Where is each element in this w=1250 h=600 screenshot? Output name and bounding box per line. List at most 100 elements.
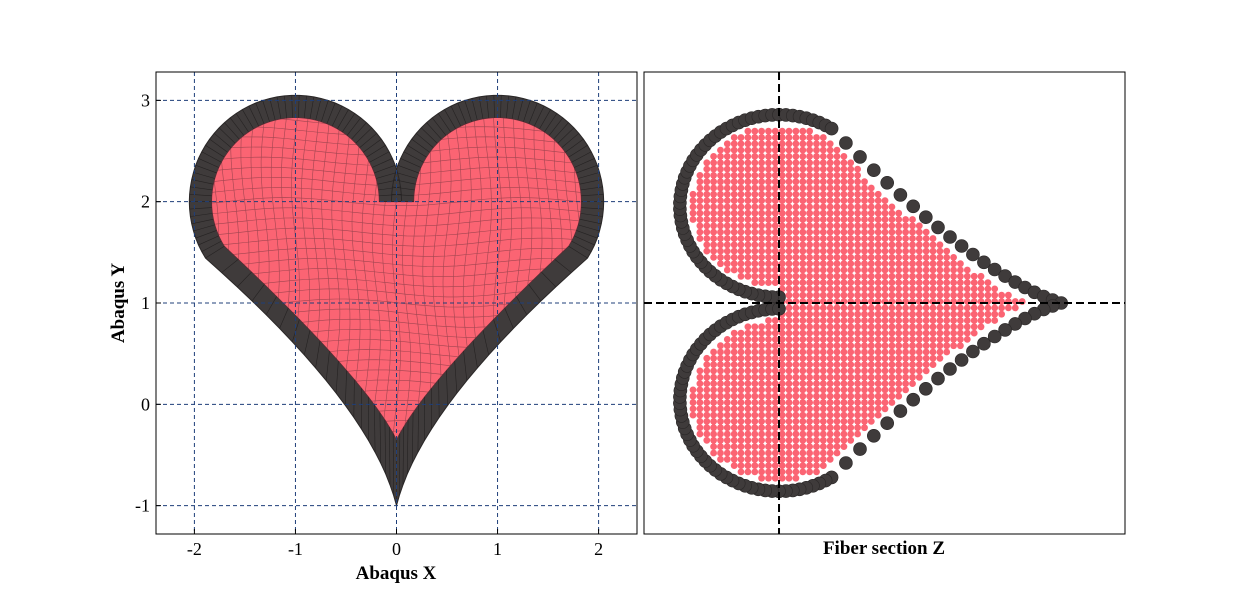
core-fiber — [819, 291, 827, 299]
core-fiber — [717, 241, 724, 249]
core-fiber — [792, 203, 800, 211]
core-fiber — [765, 424, 772, 432]
core-fiber — [819, 172, 827, 179]
core-fiber — [813, 430, 820, 438]
tube-mesh-line — [209, 138, 228, 153]
core-fiber — [744, 462, 752, 469]
core-fiber — [963, 304, 971, 312]
core-fiber — [785, 430, 793, 438]
core-fiber — [737, 134, 745, 141]
tube-mesh-line — [416, 133, 434, 148]
core-fiber — [806, 228, 813, 236]
core-fiber — [881, 323, 889, 331]
core-fiber — [785, 474, 793, 482]
core-fiber — [751, 165, 759, 173]
core-fiber — [929, 279, 937, 286]
core-fiber — [737, 140, 745, 148]
tube-mesh-line — [534, 105, 545, 127]
core-fiber — [730, 424, 738, 432]
core-fiber — [881, 304, 889, 312]
core-fiber — [758, 367, 765, 375]
core-fiber — [819, 329, 827, 337]
core-fiber — [840, 304, 848, 312]
mesh-line-vertical — [291, 117, 300, 440]
core-fiber — [730, 367, 738, 375]
core-fiber — [723, 260, 731, 268]
core-fiber — [895, 279, 903, 286]
core-fiber — [977, 323, 985, 331]
core-fiber — [730, 336, 738, 343]
core-fiber — [744, 436, 752, 444]
core-fiber — [819, 285, 827, 293]
core-fiber — [778, 424, 786, 432]
tube-mesh-line — [291, 95, 293, 118]
core-fiber — [833, 235, 841, 242]
core-fiber — [792, 323, 800, 331]
core-fiber — [778, 178, 786, 186]
core-fiber — [840, 279, 848, 286]
core-fiber — [737, 443, 745, 450]
tube-mesh-line — [198, 235, 219, 246]
core-fiber — [888, 317, 896, 324]
core-fiber — [881, 367, 889, 375]
core-fiber — [771, 329, 779, 337]
core-fiber — [819, 462, 827, 469]
core-fiber — [751, 449, 759, 457]
core-fiber — [819, 266, 827, 274]
core-fiber — [778, 279, 786, 286]
mesh-line-vertical — [311, 117, 321, 440]
x-tick-label: 1 — [493, 539, 502, 559]
core-fiber — [737, 468, 745, 476]
core-fiber — [717, 367, 724, 375]
tube-mesh-line — [500, 95, 502, 118]
core-fiber — [792, 354, 800, 362]
core-fiber — [826, 336, 834, 343]
core-fiber — [847, 241, 855, 249]
core-fiber — [854, 260, 861, 268]
core-fiber — [744, 272, 752, 280]
core-fiber — [826, 159, 834, 167]
core-fiber — [950, 317, 957, 324]
core-fiber — [847, 367, 855, 375]
core-fiber — [785, 367, 793, 375]
core-fiber — [826, 455, 834, 463]
tube-mesh-line — [248, 105, 259, 127]
core-fiber — [847, 418, 855, 425]
core-fiber — [771, 203, 779, 211]
tube-mesh-line — [578, 224, 600, 232]
core-fiber — [744, 424, 752, 432]
core-fiber — [717, 159, 724, 167]
core-fiber — [751, 443, 759, 450]
core-fiber — [902, 386, 909, 394]
core-fiber — [929, 336, 937, 343]
tube-mesh-line — [397, 165, 419, 174]
core-fiber — [723, 455, 731, 463]
core-fiber — [909, 373, 916, 381]
core-fiber — [950, 260, 957, 268]
core-fiber — [771, 266, 779, 274]
core-fiber — [847, 392, 855, 400]
core-fiber — [771, 134, 779, 141]
core-fiber — [806, 367, 813, 375]
core-fiber — [847, 254, 855, 261]
core-fiber — [723, 216, 731, 223]
core-fiber — [895, 247, 903, 255]
core-fiber — [881, 373, 889, 381]
core-fiber — [710, 380, 717, 387]
core-fiber — [895, 260, 903, 268]
core-fiber — [840, 361, 848, 368]
core-fiber — [778, 323, 786, 331]
core-fiber — [778, 184, 786, 192]
core-fiber — [806, 455, 813, 463]
core-fiber — [744, 247, 752, 255]
core-fiber — [758, 342, 765, 350]
tube-fiber — [918, 210, 933, 224]
core-fiber — [826, 373, 834, 381]
core-fiber — [819, 443, 827, 450]
mesh-line-vertical — [483, 117, 492, 440]
core-fiber — [806, 235, 813, 242]
core-fiber — [806, 336, 813, 343]
core-fiber — [888, 279, 896, 286]
core-fiber — [799, 209, 807, 217]
